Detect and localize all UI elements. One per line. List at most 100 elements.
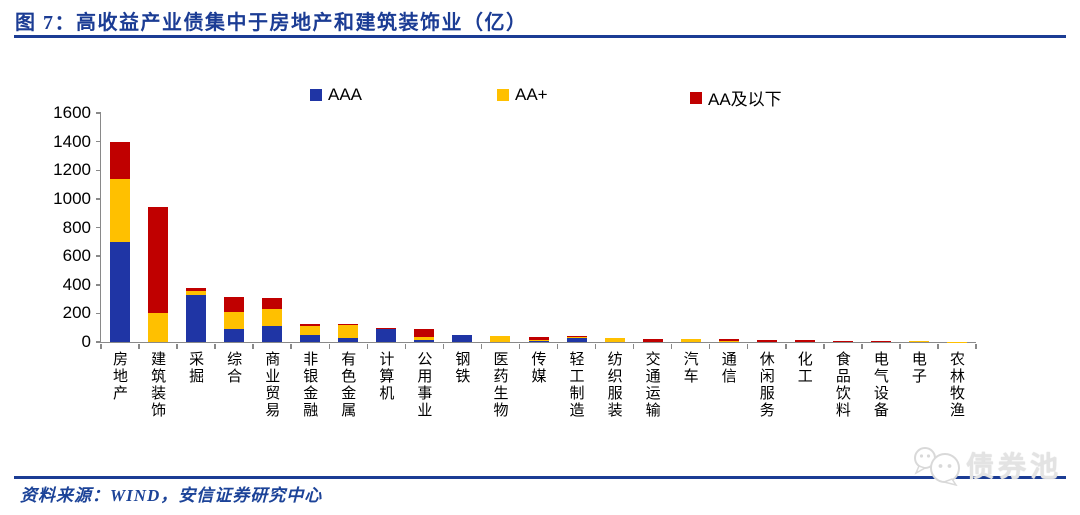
chart-legend: AAA AA+ AA及以下 <box>0 85 1080 111</box>
bar-segment-AA+ <box>566 337 587 338</box>
bar-segment-AA及以下 <box>224 296 245 312</box>
bar-segment-AAA <box>224 329 245 342</box>
bar-segment-AAA <box>110 241 131 342</box>
x-axis-tick <box>518 344 521 349</box>
bar-segment-AAA <box>414 339 435 342</box>
footer-divider <box>14 476 1066 479</box>
bar-segment-AA及以下 <box>300 324 321 327</box>
y-axis-label: 600 <box>62 246 91 266</box>
bar-segment-AA及以下 <box>718 339 739 341</box>
x-axis-tick <box>138 344 140 349</box>
y-axis-tick <box>96 140 101 143</box>
x-axis-tick <box>480 344 483 349</box>
x-axis-label: 钢铁 <box>453 351 471 385</box>
y-axis-tick <box>96 341 101 343</box>
bar-segment-AA及以下 <box>262 297 283 310</box>
bar-segment-AA+ <box>186 291 207 295</box>
bar-segment-AAA <box>262 326 283 342</box>
bar-segment-AA及以下 <box>794 340 815 342</box>
x-axis-label: 房地产 <box>111 351 129 402</box>
x-axis-label: 传媒 <box>529 351 547 385</box>
y-axis-tick <box>96 169 101 171</box>
bar-segment-AA及以下 <box>528 337 549 340</box>
y-axis-label: 800 <box>62 217 91 237</box>
bar-segment-AA及以下 <box>376 327 397 329</box>
legend-label: AAA <box>328 85 363 104</box>
wechat-bubbles-icon <box>914 447 960 486</box>
x-axis-tick <box>252 344 254 349</box>
y-axis-tick <box>96 226 101 229</box>
x-axis-label: 食品饮料 <box>833 351 851 419</box>
x-axis-tick <box>823 344 825 349</box>
legend-swatch <box>310 89 322 101</box>
x-axis-label: 非银金融 <box>301 351 319 419</box>
x-axis-tick <box>556 344 559 349</box>
x-axis-label: 农林牧渔 <box>947 351 965 419</box>
chart-plot-area: 0 200 400 600 800 1000 1200 1400 1600 房地产 建筑装饰 采掘 综合… <box>53 103 977 419</box>
x-axis-label: 通信 <box>719 351 737 385</box>
data-source-note: 资料来源：WIND，安信证券研究中心 <box>20 486 323 505</box>
bar-segment-AAA <box>338 337 359 342</box>
x-axis-label: 电子 <box>909 351 927 385</box>
legend-swatch <box>497 89 509 101</box>
x-axis-label: 交通运输 <box>643 351 661 419</box>
x-axis-tick <box>328 344 330 349</box>
y-axis-tick <box>96 255 101 257</box>
bar-segment-AAA <box>186 294 207 342</box>
x-axis-label: 建筑装饰 <box>149 351 167 419</box>
bar-segment-AA及以下 <box>110 141 131 179</box>
x-axis-tick <box>670 344 673 349</box>
bar-segment-AA+ <box>338 324 359 338</box>
bar-segment-AA+ <box>148 313 169 342</box>
x-axis-label: 采掘 <box>187 351 205 385</box>
bar-segment-AA及以下 <box>566 336 587 337</box>
bar-segment-AA及以下 <box>338 324 359 325</box>
legend-label: AA及以下 <box>708 90 782 109</box>
figure-title: 图 7：高收益产业债集中于房地产和建筑装饰业（亿） <box>15 12 528 34</box>
bar-segment-AA及以下 <box>414 329 435 337</box>
bar-segment-AA+ <box>110 178 131 242</box>
x-axis-tick <box>632 344 635 349</box>
y-axis-label: 400 <box>62 274 91 294</box>
title-underline <box>14 35 1066 38</box>
legend-swatch <box>690 91 702 104</box>
x-axis-label: 公用事业 <box>415 351 433 419</box>
x-axis-label: 计算机 <box>377 351 395 402</box>
x-axis-label: 商业贸易 <box>263 351 281 419</box>
x-axis-tick <box>290 344 292 349</box>
bar-segment-AA+ <box>908 341 929 342</box>
bar-segment-AA及以下 <box>832 340 853 342</box>
bar-segment-AA+ <box>300 326 321 335</box>
x-axis-label: 化工 <box>795 351 813 385</box>
bar-segment-AA+ <box>414 337 435 340</box>
bar-segment-AA及以下 <box>186 287 207 292</box>
bar-segment-AA+ <box>680 339 701 342</box>
x-axis-label: 电气设备 <box>871 351 889 419</box>
bar-segment-AAA <box>452 334 473 342</box>
watermark-text: 债券池 <box>966 451 1063 482</box>
watermark: 债券池 <box>908 444 1062 486</box>
x-axis-tick <box>861 344 863 349</box>
x-axis-tick <box>708 344 711 349</box>
bar-segment-AA+ <box>604 338 625 342</box>
x-axis-tick <box>937 344 939 349</box>
legend-label: AA+ <box>515 85 548 104</box>
bar-segment-AAA <box>300 334 321 342</box>
y-axis-tick <box>96 112 101 114</box>
bar-segment-AA+ <box>718 340 739 342</box>
bar-segment-AA及以下 <box>756 340 777 342</box>
bar-segment-AA及以下 <box>642 339 663 342</box>
x-axis-label: 轻工制造 <box>567 351 585 419</box>
legend-item-2: AA+ <box>497 85 548 105</box>
x-axis-tick <box>899 344 901 349</box>
x-axis-label: 有色金属 <box>339 351 357 419</box>
y-axis-tick <box>96 198 101 200</box>
x-axis-label: 汽车 <box>681 351 699 385</box>
y-axis-tick <box>96 284 101 286</box>
x-axis-tick <box>100 344 102 349</box>
x-axis-tick <box>366 344 369 349</box>
y-axis-label: 0 <box>81 332 91 351</box>
x-axis-label: 医药生物 <box>491 351 509 419</box>
y-axis-label: 1000 <box>53 188 91 208</box>
bar-segment-AA+ <box>490 336 511 342</box>
